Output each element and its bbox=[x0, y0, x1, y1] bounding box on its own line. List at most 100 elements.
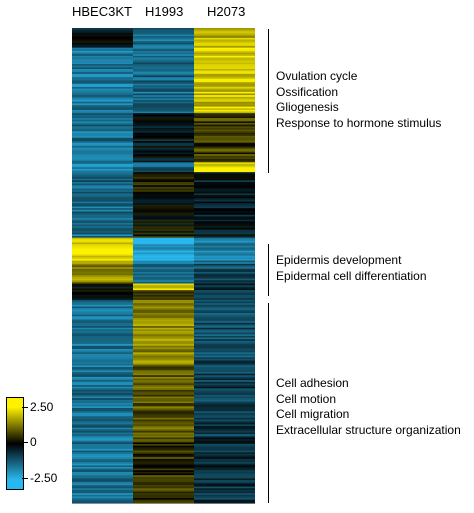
heatmap-cell-c2-col2 bbox=[133, 196, 194, 199]
heatmap-cell-c1-col2 bbox=[133, 28, 194, 31]
heatmap-cell-c3-col2 bbox=[133, 276, 194, 280]
heatmap-cell-c1-col3 bbox=[194, 191, 255, 195]
heatmap-cell-c4-col2 bbox=[133, 324, 194, 327]
heatmap-cell-c1-col2 bbox=[133, 154, 194, 157]
heatmap-cell-c2-col3 bbox=[194, 208, 255, 211]
heatmap-cell-c2-col1 bbox=[72, 198, 133, 201]
heatmap-cell-c1-col3 bbox=[194, 96, 255, 100]
heatmap-cell-c4-col2 bbox=[133, 335, 194, 339]
heatmap-cell-c4-col2 bbox=[133, 419, 194, 422]
heatmap-cell-c1-col3 bbox=[194, 142, 255, 145]
heatmap-cell-c4-col2 bbox=[133, 363, 194, 367]
heatmap-cell-c1-col1 bbox=[72, 28, 133, 31]
heatmap-cell-c1-col3 bbox=[194, 119, 255, 122]
heatmap-cell-c4-col2 bbox=[133, 422, 194, 425]
heatmap-cell-c4-col2 bbox=[133, 480, 194, 483]
heatmap-cell-c4-col3 bbox=[194, 350, 255, 353]
heatmap-cell-c4-col1 bbox=[72, 426, 133, 429]
heatmap-cell-c4-col1 bbox=[72, 480, 133, 483]
heatmap-cell-c4-col1 bbox=[72, 401, 133, 404]
heatmap-cell-c4-col3 bbox=[194, 332, 255, 335]
heatmap-cell-c1-col1 bbox=[72, 37, 133, 41]
heatmap-cell-c4-col3 bbox=[194, 345, 255, 348]
heatmap-cell-c4-col3 bbox=[194, 334, 255, 337]
heatmap-cell-c1-col2 bbox=[133, 67, 194, 70]
heatmap-cell-c1-col3 bbox=[194, 150, 255, 154]
heatmap-cell-c3-col3 bbox=[194, 242, 255, 245]
heatmap-cell-c1-col2 bbox=[133, 165, 194, 168]
heatmap-cell-c2-col1 bbox=[72, 222, 133, 226]
heatmap-cell-c4-col2 bbox=[133, 383, 194, 386]
heatmap-cell-c4-col3 bbox=[194, 444, 255, 447]
heatmap-cell-c1-col3 bbox=[194, 31, 255, 34]
heatmap-cell-c3-col3 bbox=[194, 258, 255, 262]
heatmap-cell-c3-col3 bbox=[194, 254, 255, 257]
heatmap-cell-c4-col1 bbox=[72, 458, 133, 462]
heatmap-cell-c4-col3 bbox=[194, 308, 255, 311]
heatmap-cell-c3-col2 bbox=[133, 262, 194, 265]
heatmap-cell-c4-col3 bbox=[194, 303, 255, 306]
heatmap-cell-c1-col1 bbox=[72, 114, 133, 118]
heatmap-cell-c2-col2 bbox=[133, 199, 194, 203]
heatmap-cell-c1-col3 bbox=[194, 160, 255, 163]
heatmap-cell-c2-col2 bbox=[133, 236, 194, 239]
heatmap-cell-c2-col1 bbox=[72, 221, 133, 224]
heatmap-cell-c1-col3 bbox=[194, 181, 255, 185]
heatmap-cell-c1-col2 bbox=[133, 191, 194, 195]
heatmap-cell-c3-col2 bbox=[133, 252, 194, 255]
heatmap-cell-c4-col1 bbox=[72, 314, 133, 317]
heatmap-cell-c1-col1 bbox=[72, 98, 133, 101]
heatmap-cell-c4-col1 bbox=[72, 327, 133, 330]
heatmap-cell-c3-col1 bbox=[72, 280, 133, 283]
heatmap-cell-c4-col2 bbox=[133, 394, 194, 398]
go-term: Ossification bbox=[276, 84, 339, 99]
heatmap-cell-c4-col2 bbox=[133, 444, 194, 447]
heatmap-cell-c4-col3 bbox=[194, 378, 255, 381]
heatmap-cell-c4-col3 bbox=[194, 424, 255, 427]
heatmap-cell-c1-col3 bbox=[194, 67, 255, 70]
heatmap-cell-c4-col1 bbox=[72, 380, 133, 383]
heatmap-cell-c2-col1 bbox=[72, 195, 133, 198]
heatmap-cell-c4-col1 bbox=[72, 375, 133, 378]
heatmap-cell-c4-col2 bbox=[133, 476, 194, 480]
heatmap-cell-c2-col3 bbox=[194, 222, 255, 226]
heatmap-cell-c4-col2 bbox=[133, 329, 194, 332]
heatmap-cell-c3-col2 bbox=[133, 270, 194, 273]
heatmap-cell-c1-col2 bbox=[133, 185, 194, 188]
heatmap-cell-c4-col3 bbox=[194, 486, 255, 489]
heatmap-cell-c4-col1 bbox=[72, 470, 133, 473]
heatmap-cell-c1-col2 bbox=[133, 131, 194, 134]
heatmap-cell-c4-col3 bbox=[194, 326, 255, 329]
heatmap-cell-c1-col1 bbox=[72, 193, 133, 196]
heatmap-cell-c4-col2 bbox=[133, 440, 194, 443]
heatmap-cell-c4-col1 bbox=[72, 414, 133, 417]
heatmap-cell-c1-col1 bbox=[72, 54, 133, 57]
go-term: Epidermis development bbox=[276, 253, 402, 267]
heatmap-cell-c3-col3 bbox=[194, 257, 255, 260]
heatmap-cell-c4-col2 bbox=[133, 365, 194, 368]
heatmap-cell-c4-col2 bbox=[133, 360, 194, 363]
heatmap-cell-c1-col1 bbox=[72, 109, 133, 113]
heatmap-cell-c4-col3 bbox=[194, 470, 255, 473]
heatmap-cell-c4-col1 bbox=[72, 419, 133, 422]
heatmap-cell-c1-col3 bbox=[194, 60, 255, 63]
heatmap-cell-c4-col3 bbox=[194, 437, 255, 440]
heatmap-cell-c1-col1 bbox=[72, 144, 133, 147]
heatmap-cell-c3-col2 bbox=[133, 250, 194, 253]
heatmap-cell-c1-col1 bbox=[72, 29, 133, 32]
heatmap-cell-c1-col2 bbox=[133, 114, 194, 118]
cluster-3-terms: Epidermis development Epidermal cell dif… bbox=[276, 253, 427, 284]
heatmap-cell-c1-col2 bbox=[133, 47, 194, 50]
heatmap-cell-c4-col1 bbox=[72, 376, 133, 380]
heatmap-cell-c4-col3 bbox=[194, 484, 255, 488]
heatmap-cell-c4-col2 bbox=[133, 304, 194, 308]
heatmap-cell-c1-col3 bbox=[194, 188, 255, 191]
heatmap-cell-c4-col1 bbox=[72, 422, 133, 425]
heatmap-cell-c2-col1 bbox=[72, 236, 133, 239]
go-term: Response to hormone stimulus bbox=[276, 115, 442, 130]
heatmap-cell-c4-col1 bbox=[72, 360, 133, 363]
heatmap-cell-c1-col2 bbox=[133, 136, 194, 139]
heatmap-cell-c3-col1 bbox=[72, 270, 133, 273]
heatmap-cell-c3-col2 bbox=[133, 280, 194, 283]
heatmap-cell-c4-col3 bbox=[194, 475, 255, 478]
